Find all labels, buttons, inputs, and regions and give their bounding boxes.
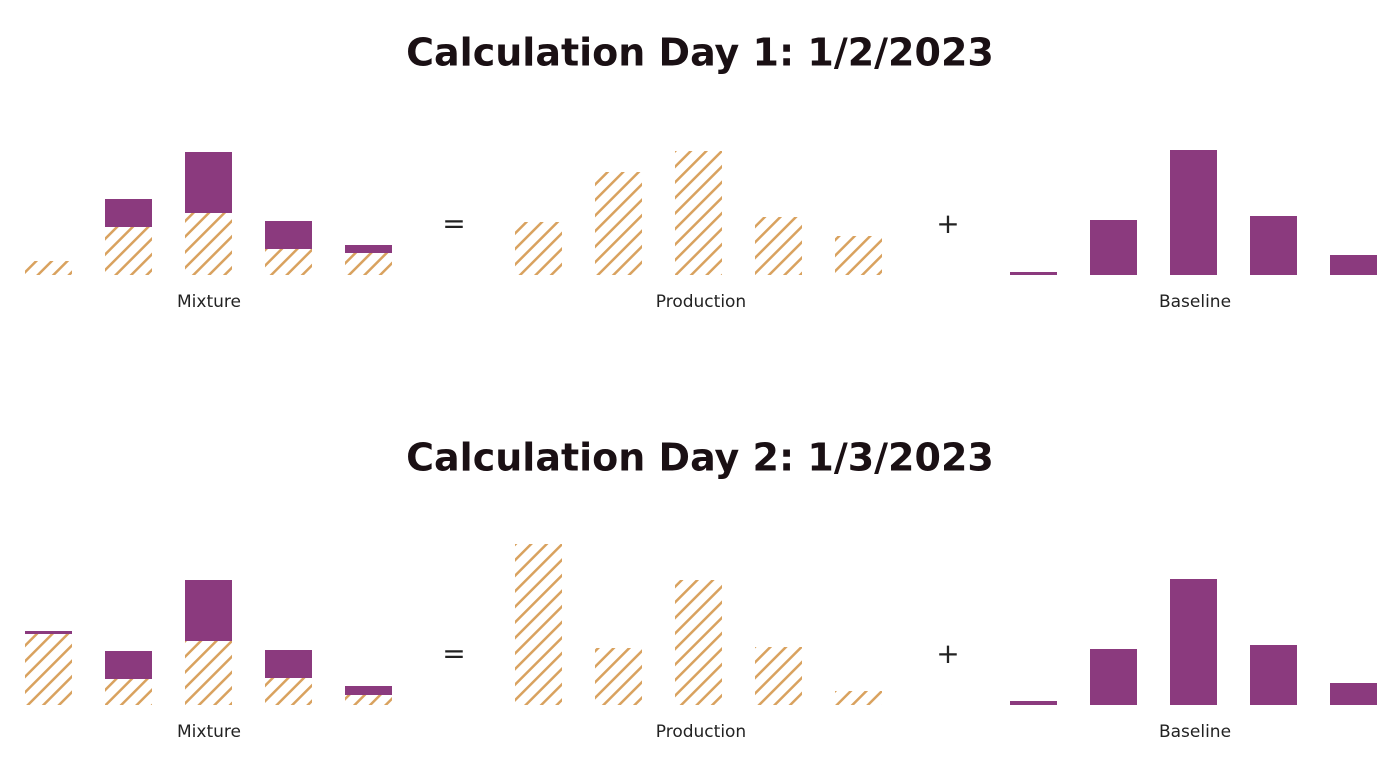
production-bar (675, 580, 722, 705)
mixture-baseline-bar (105, 199, 152, 227)
baseline-bar (1250, 645, 1297, 705)
baseline-bar (1250, 216, 1297, 275)
chart-label: Production (656, 722, 746, 742)
production-bar (835, 236, 882, 275)
production-bar (835, 691, 882, 705)
baseline-bar (1170, 579, 1217, 705)
mixture-baseline-bar (265, 221, 312, 249)
production-bar (595, 172, 642, 275)
production-bar (515, 222, 562, 275)
baseline-bar (1170, 150, 1217, 275)
mixture-baseline-bar (345, 245, 392, 253)
operator: = (442, 637, 465, 670)
baseline-bar (1090, 220, 1137, 275)
production-bar (595, 648, 642, 705)
production-bar (675, 151, 722, 275)
operator: = (442, 207, 465, 240)
operator: + (936, 637, 959, 670)
mixture-production-bar (345, 253, 392, 275)
mixture-baseline-bar (345, 686, 392, 695)
chart-label: Mixture (177, 722, 241, 742)
mixture-baseline-bar (25, 631, 72, 634)
mixture-production-bar (105, 679, 152, 705)
mixture-baseline-bar (185, 152, 232, 213)
chart-label: Baseline (1159, 292, 1231, 312)
baseline-bar (1090, 649, 1137, 705)
baseline-bar (1330, 255, 1377, 275)
mixture-baseline-bar (265, 650, 312, 678)
mixture-production-bar (265, 249, 312, 275)
chart-label: Mixture (177, 292, 241, 312)
section-title: Calculation Day 2: 1/3/2023 (406, 436, 994, 480)
mixture-production-bar (25, 634, 72, 705)
mixture-production-bar (345, 695, 392, 705)
chart-label: Baseline (1159, 722, 1231, 742)
baseline-bar (1010, 701, 1057, 705)
production-bar (755, 647, 802, 705)
section-title: Calculation Day 1: 1/2/2023 (406, 31, 994, 75)
mixture-baseline-bar (105, 651, 152, 679)
mixture-production-bar (185, 641, 232, 705)
mixture-production-bar (25, 261, 72, 275)
mixture-production-bar (105, 227, 152, 275)
baseline-bar (1010, 272, 1057, 275)
mixture-production-bar (265, 678, 312, 705)
production-bar (515, 544, 562, 705)
operator: + (936, 207, 959, 240)
production-bar (755, 217, 802, 275)
chart-label: Production (656, 292, 746, 312)
mixture-baseline-bar (185, 580, 232, 641)
mixture-production-bar (185, 213, 232, 275)
baseline-bar (1330, 683, 1377, 705)
